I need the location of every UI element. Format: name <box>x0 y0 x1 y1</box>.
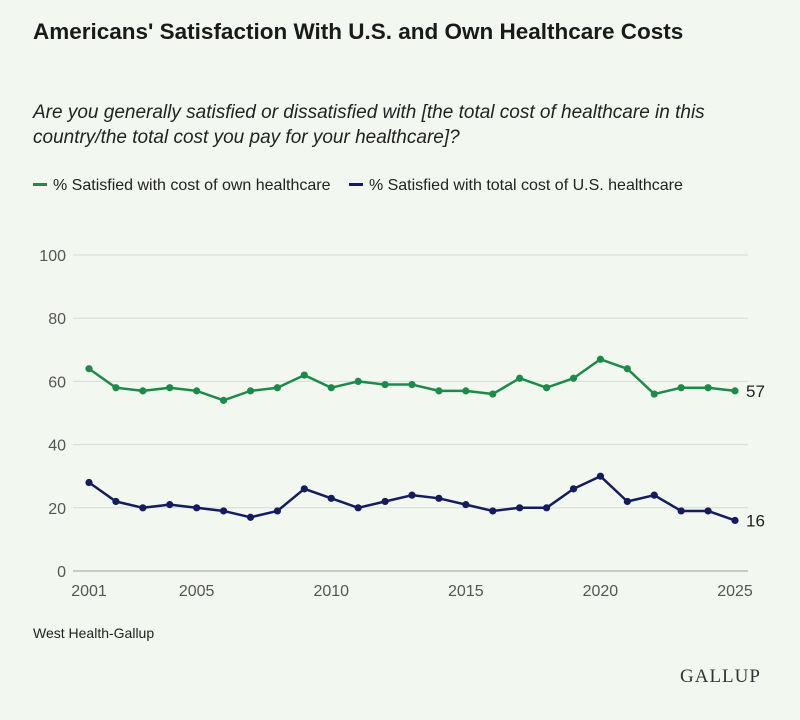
data-point-1 <box>166 501 174 509</box>
data-point-0 <box>273 384 282 392</box>
data-point-0 <box>569 374 578 382</box>
data-point-0 <box>489 390 497 398</box>
data-point-0 <box>166 384 174 392</box>
data-point-0 <box>85 365 93 373</box>
data-point-0 <box>354 377 362 385</box>
data-point-1 <box>435 494 443 502</box>
x-tick-label: 2025 <box>717 583 753 600</box>
data-point-0 <box>650 390 658 398</box>
legend-label-us: % Satisfied with total cost of U.S. heal… <box>368 177 683 194</box>
y-tick-label: 60 <box>48 374 66 391</box>
end-label-0: 57 <box>746 382 765 401</box>
x-tick-label: 2015 <box>448 583 484 600</box>
legend-swatch-us <box>348 183 363 186</box>
data-point-1 <box>300 485 308 493</box>
legend: % Satisfied with cost of own healthcare … <box>33 172 773 199</box>
source-note: West Health-Gallup <box>33 625 155 641</box>
data-point-0 <box>731 387 739 395</box>
data-point-0 <box>246 387 255 395</box>
data-point-0 <box>193 387 201 395</box>
data-point-1 <box>112 497 120 506</box>
data-point-0 <box>542 384 551 392</box>
y-tick-label: 0 <box>57 564 66 581</box>
data-point-0 <box>623 365 631 373</box>
data-point-0 <box>596 355 605 363</box>
data-point-0 <box>219 396 228 404</box>
data-point-1 <box>273 507 282 515</box>
data-point-0 <box>112 384 120 392</box>
data-point-1 <box>219 507 228 515</box>
data-point-1 <box>650 491 658 499</box>
data-point-0 <box>435 387 443 395</box>
data-point-0 <box>300 371 308 379</box>
data-point-1 <box>381 497 389 506</box>
data-point-0 <box>381 380 389 389</box>
data-point-0 <box>139 387 147 395</box>
data-point-1 <box>596 472 605 480</box>
data-point-1 <box>462 501 470 509</box>
y-tick-label: 20 <box>48 501 66 518</box>
data-point-0 <box>408 380 416 389</box>
x-tick-label: 2001 <box>71 583 107 600</box>
x-tick-label: 2020 <box>583 583 619 600</box>
y-tick-label: 80 <box>48 311 66 328</box>
gallup-logo: GALLUP <box>680 666 761 687</box>
x-tick-label: 2005 <box>179 583 215 600</box>
data-point-0 <box>677 384 685 392</box>
data-point-1 <box>327 494 335 502</box>
data-point-1 <box>704 507 712 515</box>
data-point-0 <box>327 384 335 392</box>
data-point-1 <box>193 504 201 512</box>
data-point-1 <box>85 478 93 487</box>
data-point-1 <box>542 504 551 512</box>
y-tick-label: 40 <box>48 438 66 455</box>
data-point-1 <box>354 504 362 512</box>
chart-title: Americans' Satisfaction With U.S. and Ow… <box>33 19 684 44</box>
data-point-1 <box>489 507 497 515</box>
legend-item-own: % Satisfied with cost of own healthcare <box>33 177 330 194</box>
data-point-1 <box>516 504 524 512</box>
data-point-1 <box>731 516 739 525</box>
chart-subtitle: Are you generally satisfied or dissatisf… <box>33 102 705 148</box>
data-point-0 <box>462 387 470 395</box>
data-point-0 <box>516 374 524 382</box>
data-point-1 <box>139 504 147 512</box>
x-tick-label: 2010 <box>313 583 349 600</box>
data-point-1 <box>246 513 255 521</box>
legend-swatch-own <box>33 183 47 186</box>
y-tick-label: 100 <box>39 248 66 265</box>
data-point-1 <box>677 507 685 515</box>
legend-label-own: % Satisfied with cost of own healthcare <box>53 177 331 194</box>
series-line-0 <box>88 358 736 402</box>
end-label-1: 16 <box>746 511 765 530</box>
data-point-0 <box>704 384 712 392</box>
data-point-1 <box>623 497 631 506</box>
data-point-1 <box>569 485 578 493</box>
data-point-1 <box>408 491 416 499</box>
legend-item-us: % Satisfied with total cost of U.S. heal… <box>348 177 683 194</box>
